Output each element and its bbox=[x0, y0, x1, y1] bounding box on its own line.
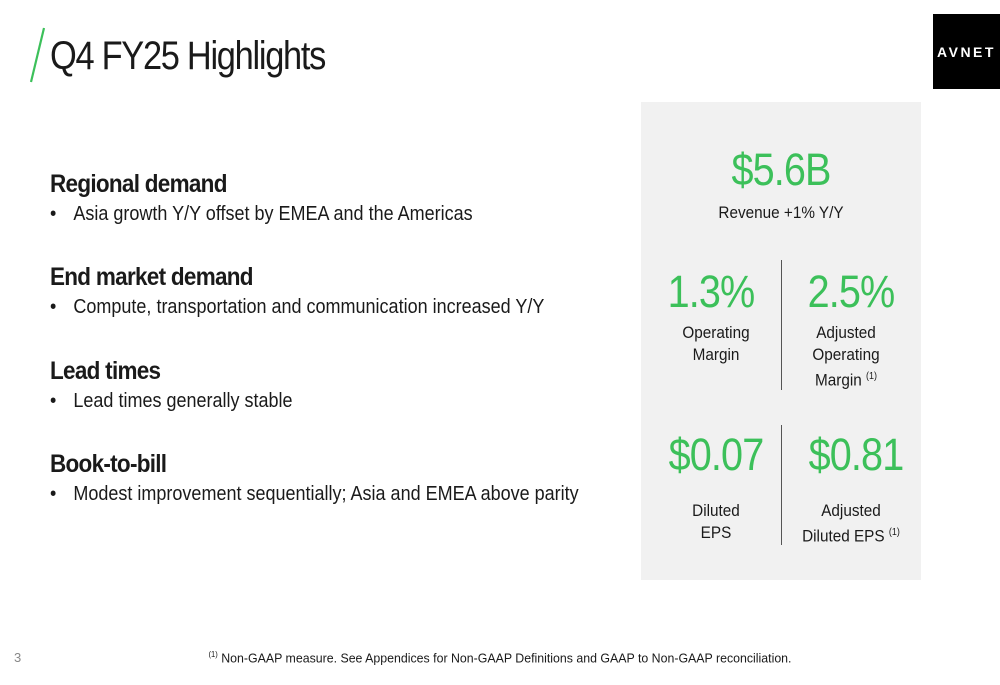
bullet-icon: • bbox=[50, 390, 57, 412]
logo-text: AVNET bbox=[937, 43, 996, 60]
bullet-text: Compute, transportation and communicatio… bbox=[73, 296, 545, 318]
section-heading: Regional demand bbox=[50, 170, 227, 198]
section-book-to-bill: Book-to-bill • Modest improvement sequen… bbox=[50, 450, 637, 506]
section-end-market-demand: End market demand • Compute, transportat… bbox=[50, 263, 599, 319]
label-line: Adjusted bbox=[821, 501, 881, 520]
operating-margin-value: 1.3% bbox=[667, 266, 756, 317]
metrics-divider bbox=[781, 425, 782, 545]
label-line: EPS bbox=[700, 523, 732, 542]
metrics-divider bbox=[781, 260, 782, 390]
bullet-icon: • bbox=[50, 203, 57, 225]
operating-margin-label: Operating Margin bbox=[649, 322, 784, 366]
section-bullet: • Asia growth Y/Y offset by EMEA and the… bbox=[50, 203, 473, 226]
diluted-eps-value: $0.07 bbox=[668, 429, 765, 480]
revenue-value: $5.6B bbox=[731, 144, 831, 195]
label-line: Operating bbox=[812, 345, 880, 364]
slide-title: Q4 FY25 Highlights bbox=[50, 34, 326, 78]
diluted-eps-label: Diluted EPS bbox=[649, 500, 784, 544]
bullet-text: Asia growth Y/Y offset by EMEA and the A… bbox=[73, 203, 473, 225]
label-line: Operating bbox=[682, 323, 750, 342]
bullet-text: Modest improvement sequentially; Asia an… bbox=[73, 483, 579, 505]
page-number: 3 bbox=[14, 650, 22, 665]
section-heading: Book-to-bill bbox=[50, 450, 167, 478]
adjusted-operating-margin-label: Adjusted Operating Margin (1) bbox=[783, 322, 909, 392]
footnote-ref: (1) bbox=[208, 650, 218, 659]
accent-slash-icon bbox=[29, 27, 46, 83]
section-heading: End market demand bbox=[50, 263, 254, 291]
bullet-text: Lead times generally stable bbox=[73, 390, 293, 412]
adjusted-operating-margin-value: 2.5% bbox=[807, 266, 896, 317]
section-heading: Lead times bbox=[50, 357, 161, 385]
section-regional-demand: Regional demand • Asia growth Y/Y offset… bbox=[50, 170, 520, 226]
bullet-icon: • bbox=[50, 483, 57, 505]
adjusted-diluted-eps-label: Adjusted Diluted EPS (1) bbox=[784, 500, 919, 548]
label-line: Margin (1) bbox=[783, 366, 909, 392]
section-bullet: • Modest improvement sequentially; Asia … bbox=[50, 483, 579, 506]
adjusted-diluted-eps-value: $0.81 bbox=[808, 429, 905, 480]
footnote-ref: (1) bbox=[888, 527, 900, 538]
bullet-icon: • bbox=[50, 296, 57, 318]
label-line: Adjusted bbox=[816, 323, 876, 342]
footnote-text: Non-GAAP measure. See Appendices for Non… bbox=[221, 650, 792, 666]
label-line: Diluted EPS (1) bbox=[784, 522, 919, 548]
footnote: (1) Non-GAAP measure. See Appendices for… bbox=[25, 650, 975, 665]
label-text: Margin bbox=[814, 370, 862, 390]
avnet-logo: AVNET bbox=[933, 14, 1000, 89]
label-line: Diluted bbox=[692, 501, 740, 520]
label-line: Margin bbox=[692, 345, 740, 364]
metrics-panel: $5.6B Revenue +1% Y/Y 1.3% Operating Mar… bbox=[641, 102, 921, 580]
section-bullet: • Lead times generally stable bbox=[50, 390, 293, 413]
section-bullet: • Compute, transportation and communicat… bbox=[50, 296, 544, 319]
footnote-ref: (1) bbox=[866, 371, 878, 382]
section-lead-times: Lead times • Lead times generally stable bbox=[50, 357, 319, 413]
label-text: Diluted EPS bbox=[802, 526, 885, 546]
revenue-label: Revenue +1% Y/Y bbox=[718, 203, 844, 222]
